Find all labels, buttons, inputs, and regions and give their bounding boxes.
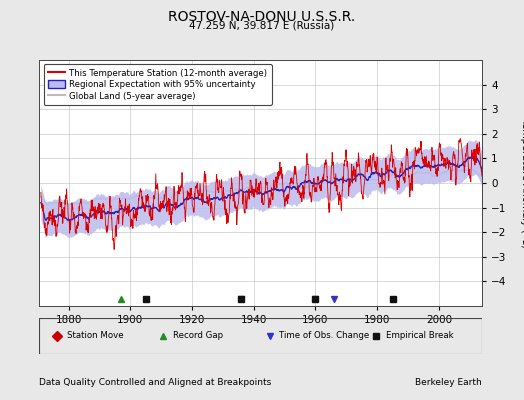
Text: Time of Obs. Change: Time of Obs. Change xyxy=(279,332,369,340)
Y-axis label: Temperature Anomaly (°C): Temperature Anomaly (°C) xyxy=(520,118,524,248)
Text: Data Quality Controlled and Aligned at Breakpoints: Data Quality Controlled and Aligned at B… xyxy=(39,378,271,387)
Text: 47.259 N, 39.817 E (Russia): 47.259 N, 39.817 E (Russia) xyxy=(189,20,335,30)
Text: ROSTOV-NA-DONU U.S.S.R.: ROSTOV-NA-DONU U.S.S.R. xyxy=(168,10,356,24)
Legend: This Temperature Station (12-month average), Regional Expectation with 95% uncer: This Temperature Station (12-month avera… xyxy=(43,64,272,105)
Text: Empirical Break: Empirical Break xyxy=(386,332,453,340)
Text: Record Gap: Record Gap xyxy=(173,332,223,340)
Text: Berkeley Earth: Berkeley Earth xyxy=(416,378,482,387)
Text: Station Move: Station Move xyxy=(67,332,123,340)
